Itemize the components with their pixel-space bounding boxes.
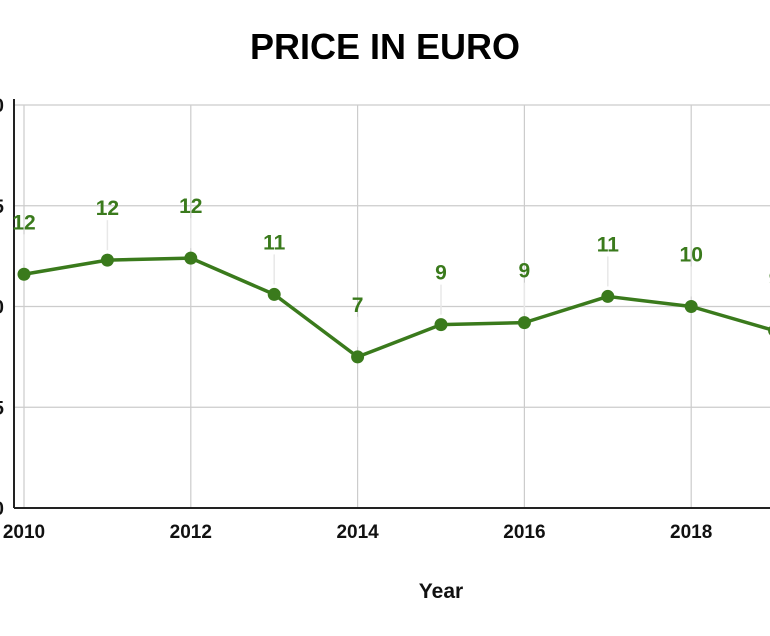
y-tick-label: 0 (0, 96, 4, 117)
data-label: 7 (352, 294, 364, 317)
series-line (23, 256, 770, 359)
y-tick-label: 0 (0, 298, 4, 319)
data-label: 12 (12, 211, 35, 234)
data-labels: 12 12 12 11 7 9 9 11 10 9 (12, 195, 770, 347)
x-tick-label: 2010 (3, 522, 45, 543)
x-tick-label: 2018 (670, 522, 712, 543)
data-point (267, 287, 281, 301)
y-tick-label: 5 (0, 398, 4, 419)
x-tick-label: 2014 (336, 522, 379, 543)
axes (13, 99, 770, 509)
data-point (684, 300, 698, 313)
data-label: 9 (435, 262, 447, 285)
x-tick-label: 2012 (170, 522, 212, 543)
data-point (351, 350, 365, 364)
data-label: 11 (597, 233, 620, 256)
x-axis-title: Year (419, 580, 463, 603)
data-point (184, 251, 198, 265)
y-tick-label: 0 (0, 499, 4, 520)
series-line-layer (23, 256, 770, 359)
data-point (434, 318, 448, 332)
chart-title: PRICE IN EURO (249, 26, 521, 67)
y-tick-label: 5 (0, 197, 4, 218)
data-label: 12 (96, 197, 119, 220)
data-label: 10 (680, 244, 703, 267)
data-point (517, 316, 531, 330)
data-point (17, 267, 31, 281)
data-point (601, 289, 615, 303)
tick-labels: 0505020102012201420162018 (0, 96, 712, 543)
grid-lines (14, 104, 770, 509)
data-label: 9 (519, 260, 531, 283)
data-label: 12 (179, 195, 202, 218)
data-label: 9 (769, 268, 770, 291)
data-label: 11 (263, 231, 286, 254)
data-points (17, 251, 770, 364)
x-tick-label: 2016 (503, 522, 545, 543)
data-point (100, 253, 114, 267)
